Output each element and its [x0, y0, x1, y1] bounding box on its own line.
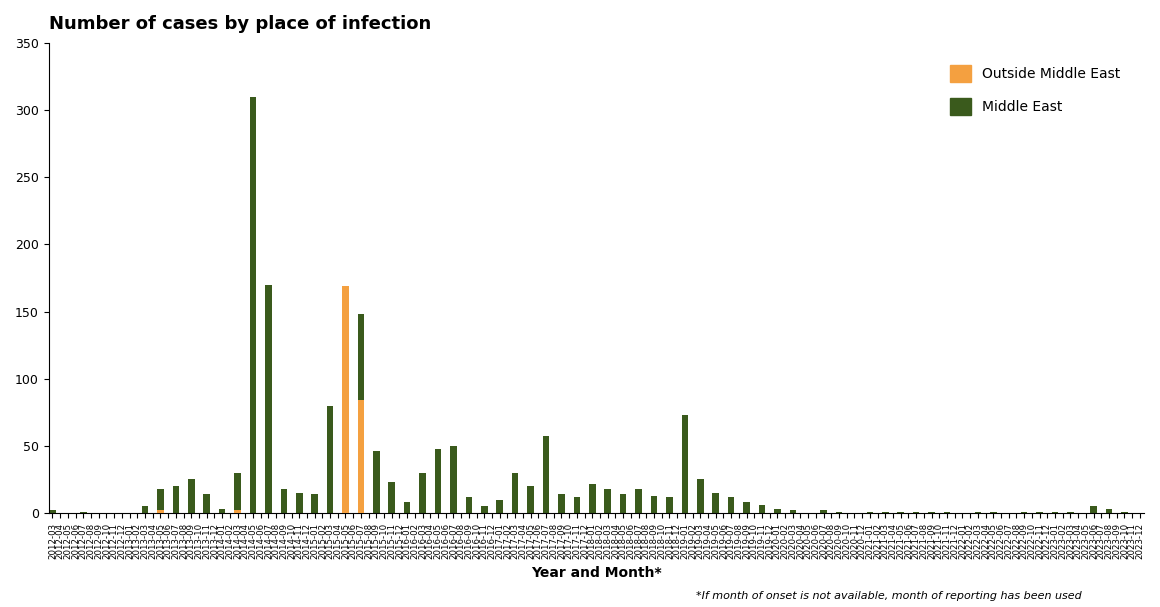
Bar	[296, 493, 303, 513]
Bar	[928, 512, 935, 513]
Bar	[727, 497, 734, 513]
Bar	[835, 512, 842, 513]
Bar	[1036, 512, 1043, 513]
Text: *If month of onset is not available, month of reporting has been used: *If month of onset is not available, mon…	[696, 591, 1082, 601]
Bar	[203, 494, 210, 513]
Bar	[712, 493, 719, 513]
Bar	[1067, 512, 1074, 513]
Bar	[49, 510, 56, 513]
Bar	[266, 285, 271, 513]
Bar	[80, 512, 87, 513]
Bar	[820, 510, 827, 513]
Bar	[744, 503, 749, 513]
Bar	[589, 484, 595, 513]
Bar	[1090, 506, 1097, 513]
Bar	[682, 415, 688, 513]
Bar	[311, 494, 318, 513]
Bar	[404, 503, 411, 513]
Bar	[913, 512, 920, 513]
Bar	[882, 512, 889, 513]
Bar	[142, 506, 148, 513]
Bar	[1121, 512, 1128, 513]
Bar	[342, 286, 349, 513]
Bar	[389, 482, 396, 513]
Bar	[944, 512, 950, 513]
Bar	[157, 489, 164, 513]
Bar	[374, 451, 379, 513]
Bar	[790, 510, 796, 513]
Bar	[419, 473, 426, 513]
Bar	[327, 405, 333, 513]
Bar	[481, 506, 487, 513]
Bar	[157, 510, 164, 513]
Bar	[435, 449, 441, 513]
Bar	[558, 494, 565, 513]
Bar	[281, 489, 287, 513]
Bar	[619, 494, 626, 513]
Bar	[234, 510, 241, 513]
Bar	[974, 512, 981, 513]
Bar	[898, 512, 904, 513]
Bar	[636, 489, 641, 513]
Bar	[450, 446, 457, 513]
Bar	[651, 495, 658, 513]
Bar	[989, 512, 996, 513]
Bar	[573, 497, 580, 513]
Bar	[249, 97, 256, 513]
Bar	[604, 489, 611, 513]
Bar	[465, 497, 472, 513]
Bar	[867, 512, 873, 513]
Bar	[528, 486, 534, 513]
Bar	[512, 473, 519, 513]
Bar	[1052, 512, 1058, 513]
Bar	[234, 473, 241, 513]
Text: Number of cases by place of infection: Number of cases by place of infection	[49, 15, 430, 33]
Bar	[1105, 509, 1112, 513]
Bar	[543, 436, 550, 513]
Bar	[1021, 512, 1028, 513]
Bar	[666, 497, 673, 513]
Legend: Outside Middle East, Middle East: Outside Middle East, Middle East	[944, 59, 1125, 121]
Bar	[496, 500, 503, 513]
Bar	[342, 466, 349, 513]
Bar	[357, 314, 364, 513]
Bar	[173, 486, 179, 513]
Bar	[697, 480, 703, 513]
Bar	[219, 509, 225, 513]
Bar	[357, 400, 364, 513]
Bar	[188, 480, 195, 513]
Bar	[759, 505, 766, 513]
Bar	[774, 509, 781, 513]
X-axis label: Year and Month*: Year and Month*	[531, 566, 661, 580]
